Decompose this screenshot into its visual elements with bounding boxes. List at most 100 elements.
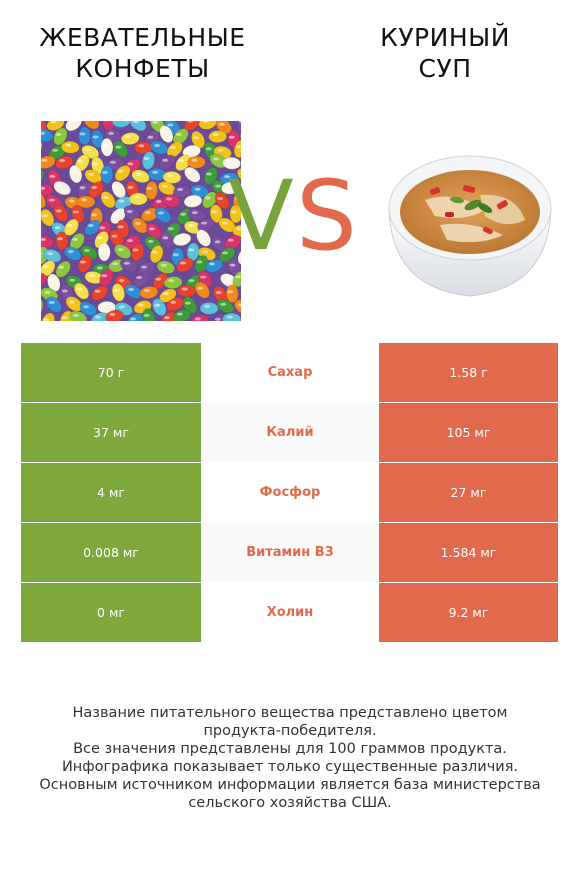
jelly-bean-highlight bbox=[42, 214, 49, 218]
jelly-bean-highlight bbox=[168, 279, 175, 283]
jelly-bean bbox=[176, 257, 194, 273]
jelly-bean bbox=[46, 296, 62, 313]
jelly-bean-highlight bbox=[118, 199, 125, 203]
jelly-bean bbox=[236, 121, 241, 133]
jelly-bean bbox=[194, 281, 210, 299]
jelly-bean bbox=[156, 260, 175, 274]
jelly-bean-highlight bbox=[68, 199, 75, 203]
jelly-bean bbox=[71, 204, 85, 224]
jelly-bean-highlight bbox=[154, 303, 161, 307]
jelly-bean bbox=[88, 181, 104, 198]
jelly-bean bbox=[146, 222, 162, 239]
jelly-bean-highlight bbox=[41, 252, 43, 255]
jelly-bean-highlight bbox=[191, 158, 198, 162]
jelly-bean-highlight bbox=[123, 261, 130, 265]
jelly-bean-highlight bbox=[66, 223, 73, 227]
left-food-title: ЖЕВАТЕЛЬНЫЕ КОНФЕТЫ bbox=[30, 22, 255, 84]
jelly-bean-highlight bbox=[161, 130, 168, 134]
jelly-bean-highlight bbox=[202, 250, 208, 254]
jelly-bean bbox=[197, 218, 215, 232]
jelly-bean bbox=[79, 301, 97, 317]
jelly-bean-highlight bbox=[126, 210, 133, 213]
right-value: 1.58 г bbox=[379, 343, 558, 402]
left-title-line-1: ЖЕВАТЕЛЬНЫЕ bbox=[39, 23, 246, 52]
jelly-bean-highlight bbox=[132, 248, 139, 252]
jelly-bean bbox=[84, 219, 102, 236]
jelly-bean-highlight bbox=[212, 133, 219, 137]
jelly-bean-highlight bbox=[127, 162, 134, 166]
jelly-bean-highlight bbox=[236, 227, 241, 231]
jelly-bean-highlight bbox=[234, 197, 241, 200]
jelly-bean-highlight bbox=[58, 265, 65, 269]
jelly-bean-highlight bbox=[108, 131, 115, 135]
jelly-bean bbox=[225, 284, 239, 303]
jelly-bean-highlight bbox=[61, 316, 68, 320]
table-row: 0 мг Холин 9.2 мг bbox=[21, 583, 558, 642]
jelly-bean-highlight bbox=[200, 275, 207, 279]
table-row: 4 мг Фосфор 27 мг bbox=[21, 463, 558, 522]
jelly-bean-highlight bbox=[235, 145, 241, 149]
jelly-bean-highlight bbox=[102, 143, 108, 147]
jelly-bean-highlight bbox=[135, 222, 141, 225]
jelly-bean bbox=[120, 132, 140, 145]
jelly-bean-highlight bbox=[217, 197, 224, 200]
jelly-bean-highlight bbox=[144, 211, 151, 215]
jelly-bean-highlight bbox=[83, 249, 90, 252]
jelly-bean-highlight bbox=[187, 121, 194, 123]
jelly-bean bbox=[145, 181, 158, 200]
jelly-beans-illustration bbox=[41, 121, 241, 321]
jelly-bean-highlight bbox=[237, 303, 241, 307]
jelly-bean-highlight bbox=[49, 174, 56, 178]
jelly-bean-highlight bbox=[238, 121, 241, 123]
jelly-bean-highlight bbox=[230, 210, 237, 214]
jelly-bean bbox=[112, 140, 129, 158]
jelly-bean bbox=[53, 204, 68, 222]
jelly-bean-highlight bbox=[61, 289, 68, 293]
jelly-bean bbox=[84, 169, 102, 184]
jelly-bean bbox=[114, 165, 131, 182]
jelly-bean bbox=[184, 166, 201, 183]
nutrient-name: Витамин B3 bbox=[201, 523, 379, 582]
jelly-bean-highlight bbox=[211, 210, 218, 214]
jelly-bean-highlight bbox=[112, 262, 119, 266]
jelly-bean bbox=[91, 129, 104, 149]
jelly-bean bbox=[222, 156, 241, 170]
jelly-bean bbox=[196, 229, 211, 247]
jelly-bean-highlight bbox=[65, 143, 72, 147]
footer-line: Инфографика показывает только существенн… bbox=[61, 759, 519, 775]
jelly-bean-highlight bbox=[167, 227, 174, 231]
jelly-bean-highlight bbox=[138, 144, 145, 148]
jelly-bean-highlight bbox=[204, 304, 211, 308]
left-value: 4 мг bbox=[21, 463, 201, 522]
jelly-bean-highlight bbox=[99, 226, 106, 230]
jelly-bean-highlight bbox=[109, 312, 116, 316]
jelly-bean-highlight bbox=[205, 147, 212, 151]
jelly-beans-image bbox=[41, 121, 241, 321]
jelly-bean bbox=[131, 217, 149, 234]
jelly-bean-highlight bbox=[214, 317, 221, 321]
jelly-bean-highlight bbox=[136, 276, 143, 279]
jelly-bean bbox=[41, 222, 48, 236]
jelly-bean-highlight bbox=[227, 290, 234, 294]
jelly-bean bbox=[154, 207, 172, 223]
jelly-bean-highlight bbox=[152, 170, 159, 174]
footer-line: Название питательного вещества представл… bbox=[72, 705, 508, 721]
jelly-bean-highlight bbox=[177, 188, 183, 191]
jelly-bean bbox=[184, 121, 201, 131]
jelly-bean-highlight bbox=[117, 169, 124, 173]
nutrient-name: Фосфор bbox=[201, 463, 379, 522]
jelly-bean-highlight bbox=[96, 236, 103, 240]
jelly-bean-highlight bbox=[88, 172, 95, 176]
jelly-bean bbox=[175, 154, 191, 171]
jelly-bean-highlight bbox=[92, 135, 99, 139]
jelly-bean bbox=[99, 268, 114, 287]
jelly-bean bbox=[129, 192, 148, 206]
jelly-bean-highlight bbox=[184, 301, 191, 305]
jelly-bean-highlight bbox=[197, 286, 204, 290]
jelly-bean-highlight bbox=[191, 211, 198, 215]
jelly-bean bbox=[76, 195, 96, 209]
jelly-bean-highlight bbox=[44, 290, 51, 294]
right-food-title: КУРИНЫЙ СУП bbox=[345, 22, 545, 84]
chicken-soup-image bbox=[385, 150, 555, 300]
jelly-bean-highlight bbox=[239, 252, 241, 256]
